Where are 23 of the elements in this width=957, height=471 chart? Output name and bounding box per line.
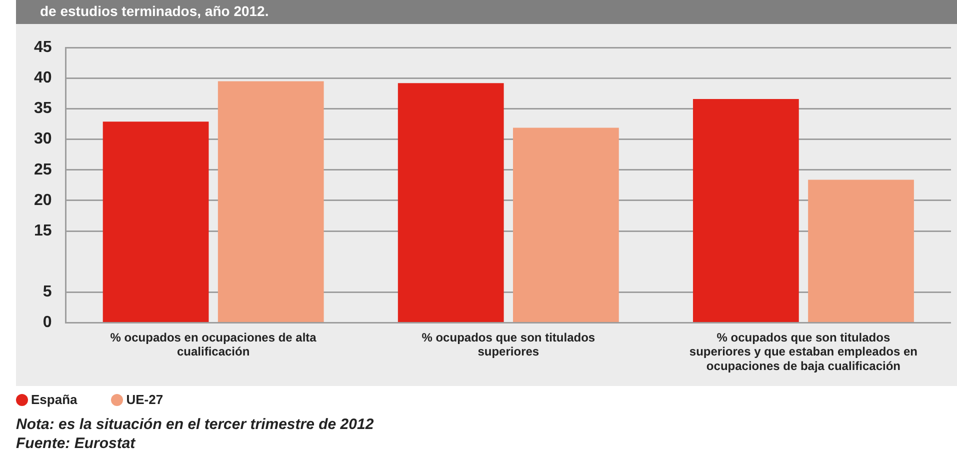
y-tick-label: 15 — [34, 222, 52, 240]
bar — [692, 98, 799, 322]
x-tick-label: % ocupados que son titulados superiores — [422, 330, 596, 359]
legend-label: UE-27 — [125, 392, 164, 407]
bar — [398, 83, 504, 322]
x-tick-label: % ocupados en ocupaciones de alta cualificación — [110, 330, 317, 359]
source-note: Fuente: Eurostat — [16, 434, 136, 453]
y-tick-label: 35 — [34, 100, 52, 118]
legend-label: España — [30, 392, 78, 407]
y-tick-label: 40 — [34, 70, 52, 87]
y-tick-label: 45 — [34, 39, 52, 56]
x-tick-label: % ocupados que son titulados superiores y que estaban empleados en ocupaciones de baja cualificación — [689, 330, 918, 374]
y-tick-label: 30 — [34, 130, 52, 148]
y-tick-label: 5 — [42, 284, 52, 301]
bar — [808, 180, 914, 322]
bar — [102, 122, 209, 322]
y-tick-label: 0 — [42, 314, 52, 332]
bar — [218, 81, 324, 322]
y-tick-label: 25 — [34, 161, 52, 178]
chart-title: de estudios terminados, año 2012. — [16, 0, 957, 24]
y-tick-label: 20 — [34, 192, 52, 209]
bar — [513, 128, 619, 322]
text: Nota: es la situación en el tercer trimestre de 2012 — [16, 415, 375, 434]
